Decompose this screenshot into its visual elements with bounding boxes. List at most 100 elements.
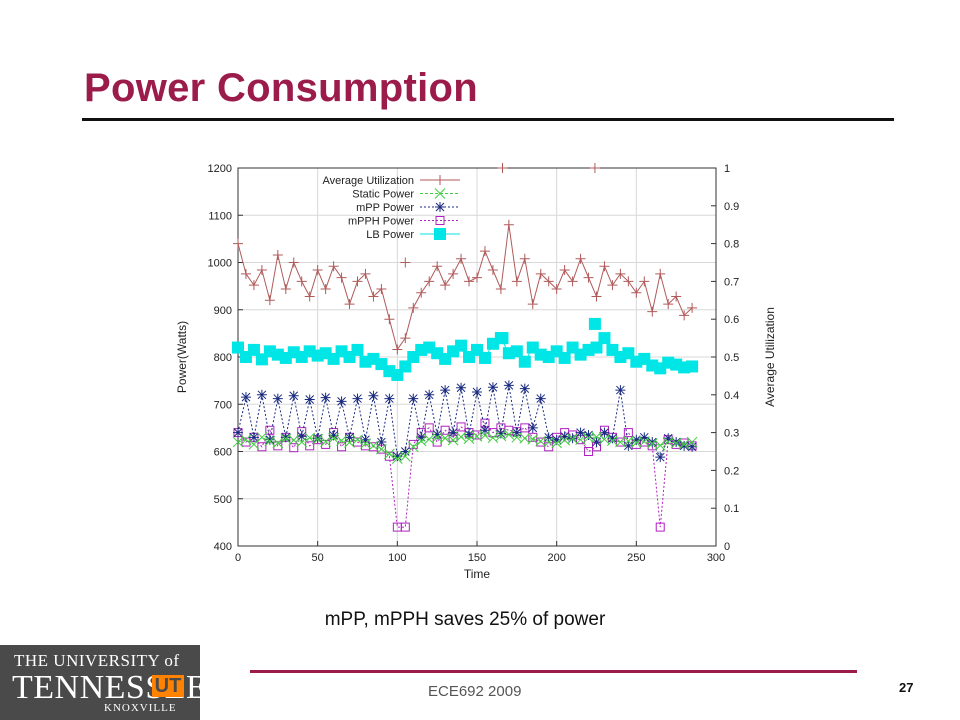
slide-caption: mPP, mPPH saves 25% of power xyxy=(324,609,606,630)
data-point-mpp xyxy=(647,437,658,448)
data-point-mpp xyxy=(248,432,259,443)
y2-tick-label: 1 xyxy=(724,163,730,175)
data-point-mpp xyxy=(312,433,323,444)
data-point-mpp xyxy=(432,429,443,440)
data-point-mpph xyxy=(265,425,275,435)
x-tick-label: 0 xyxy=(235,552,241,564)
data-point-mpp xyxy=(400,446,411,457)
data-point-mpp xyxy=(416,432,427,443)
legend-label: mPPH Power xyxy=(348,216,414,228)
data-point-utilization xyxy=(567,276,578,287)
data-point-static xyxy=(376,443,387,455)
data-point-mpp xyxy=(687,441,698,452)
data-point-lb xyxy=(588,317,601,330)
data-point-mpp xyxy=(384,393,395,404)
data-point-mpp xyxy=(583,429,594,440)
data-point-lb xyxy=(399,360,412,373)
data-point-mpp xyxy=(448,427,459,438)
data-point-lb xyxy=(496,332,509,345)
data-point-utilization xyxy=(631,287,642,298)
data-point-utilization xyxy=(655,268,666,279)
data-point-lb xyxy=(478,351,491,364)
data-point-utilization xyxy=(352,276,363,287)
university-logo: THE UNIVERSITY of TENNESSEE UT KNOXVILLE xyxy=(0,645,207,720)
data-point-mpp xyxy=(535,393,546,404)
data-point-utilization xyxy=(559,265,570,276)
legend-label: LB Power xyxy=(366,229,414,241)
series-line-mpp-power xyxy=(237,385,693,459)
data-point-static xyxy=(384,448,395,460)
data-point-mpp xyxy=(344,432,355,443)
data-point-utilization xyxy=(280,283,291,294)
data-point-mpph xyxy=(440,425,450,435)
data-point-lb xyxy=(510,345,523,358)
data-point-static xyxy=(368,440,379,452)
data-point-mpp xyxy=(559,431,570,442)
data-point-mpp xyxy=(575,427,586,438)
data-point-mpph xyxy=(520,423,530,433)
logo-line1: THE UNIVERSITY of xyxy=(14,651,180,670)
data-point-mpph xyxy=(584,447,594,456)
y2-tick-label: 0.2 xyxy=(724,465,739,477)
data-point-static xyxy=(503,429,515,440)
y-tick-label: 800 xyxy=(214,352,232,364)
data-point-mpp xyxy=(280,432,291,443)
data-point-mpp xyxy=(392,451,403,462)
data-point-mpph xyxy=(321,439,331,449)
data-point-static xyxy=(686,436,698,448)
data-point-utilization xyxy=(479,246,490,257)
data-point-lb xyxy=(434,228,446,240)
data-point-mpp xyxy=(435,202,445,212)
x-tick-label: 200 xyxy=(547,552,565,564)
y-tick-label: 1200 xyxy=(208,163,232,175)
data-point-utilization xyxy=(416,287,427,298)
data-point-utilization xyxy=(472,272,482,283)
legend-label: mPP Power xyxy=(356,202,414,214)
data-point-utilization xyxy=(495,283,506,294)
y-tick-label: 600 xyxy=(214,447,232,459)
data-point-static xyxy=(256,431,268,443)
data-point-utilization xyxy=(679,310,690,321)
data-point-static xyxy=(312,433,324,445)
data-point-utilization xyxy=(408,302,419,313)
data-point-static xyxy=(352,434,363,446)
data-point-utilization xyxy=(671,291,682,302)
slide-title: Power Consumption xyxy=(84,66,478,110)
legend-label: Average Utilization xyxy=(322,175,414,187)
legend-label: Static Power xyxy=(352,189,414,201)
data-point-mpph xyxy=(435,216,445,225)
data-point-utilization xyxy=(583,272,594,283)
data-point-mpp xyxy=(671,437,682,448)
data-point-mpp xyxy=(639,432,650,443)
data-point-utilization xyxy=(256,265,267,276)
data-point-utilization xyxy=(519,253,530,264)
data-point-mpph xyxy=(273,441,283,451)
y2-tick-label: 0.7 xyxy=(724,276,739,288)
data-point-utilization xyxy=(392,344,403,355)
data-point-mpp xyxy=(679,440,690,451)
data-point-utilization xyxy=(432,261,443,272)
data-point-utilization xyxy=(607,280,618,291)
data-point-lb xyxy=(598,332,611,345)
data-point-mpp xyxy=(599,427,610,438)
data-point-utilization xyxy=(264,295,275,306)
data-point-lb xyxy=(590,341,603,354)
data-point-static xyxy=(344,437,355,448)
data-point-mpp xyxy=(487,382,498,393)
data-point-mpph xyxy=(289,443,299,453)
data-point-utilization xyxy=(623,276,634,287)
data-point-utilization xyxy=(663,299,674,310)
data-point-static xyxy=(591,431,602,443)
data-point-mpp xyxy=(495,428,506,439)
x-tick-label: 250 xyxy=(627,552,645,564)
data-point-utilization xyxy=(503,219,514,230)
data-point-static xyxy=(360,438,371,449)
y-tick-label: 1000 xyxy=(208,258,232,270)
data-point-mpp xyxy=(663,433,674,444)
data-point-utilization xyxy=(589,163,600,173)
y2-tick-label: 0.5 xyxy=(724,352,739,364)
data-point-mpph xyxy=(456,422,466,432)
data-point-static xyxy=(399,450,411,462)
x-axis-label: Time xyxy=(464,567,491,581)
data-point-utilization xyxy=(233,238,243,249)
